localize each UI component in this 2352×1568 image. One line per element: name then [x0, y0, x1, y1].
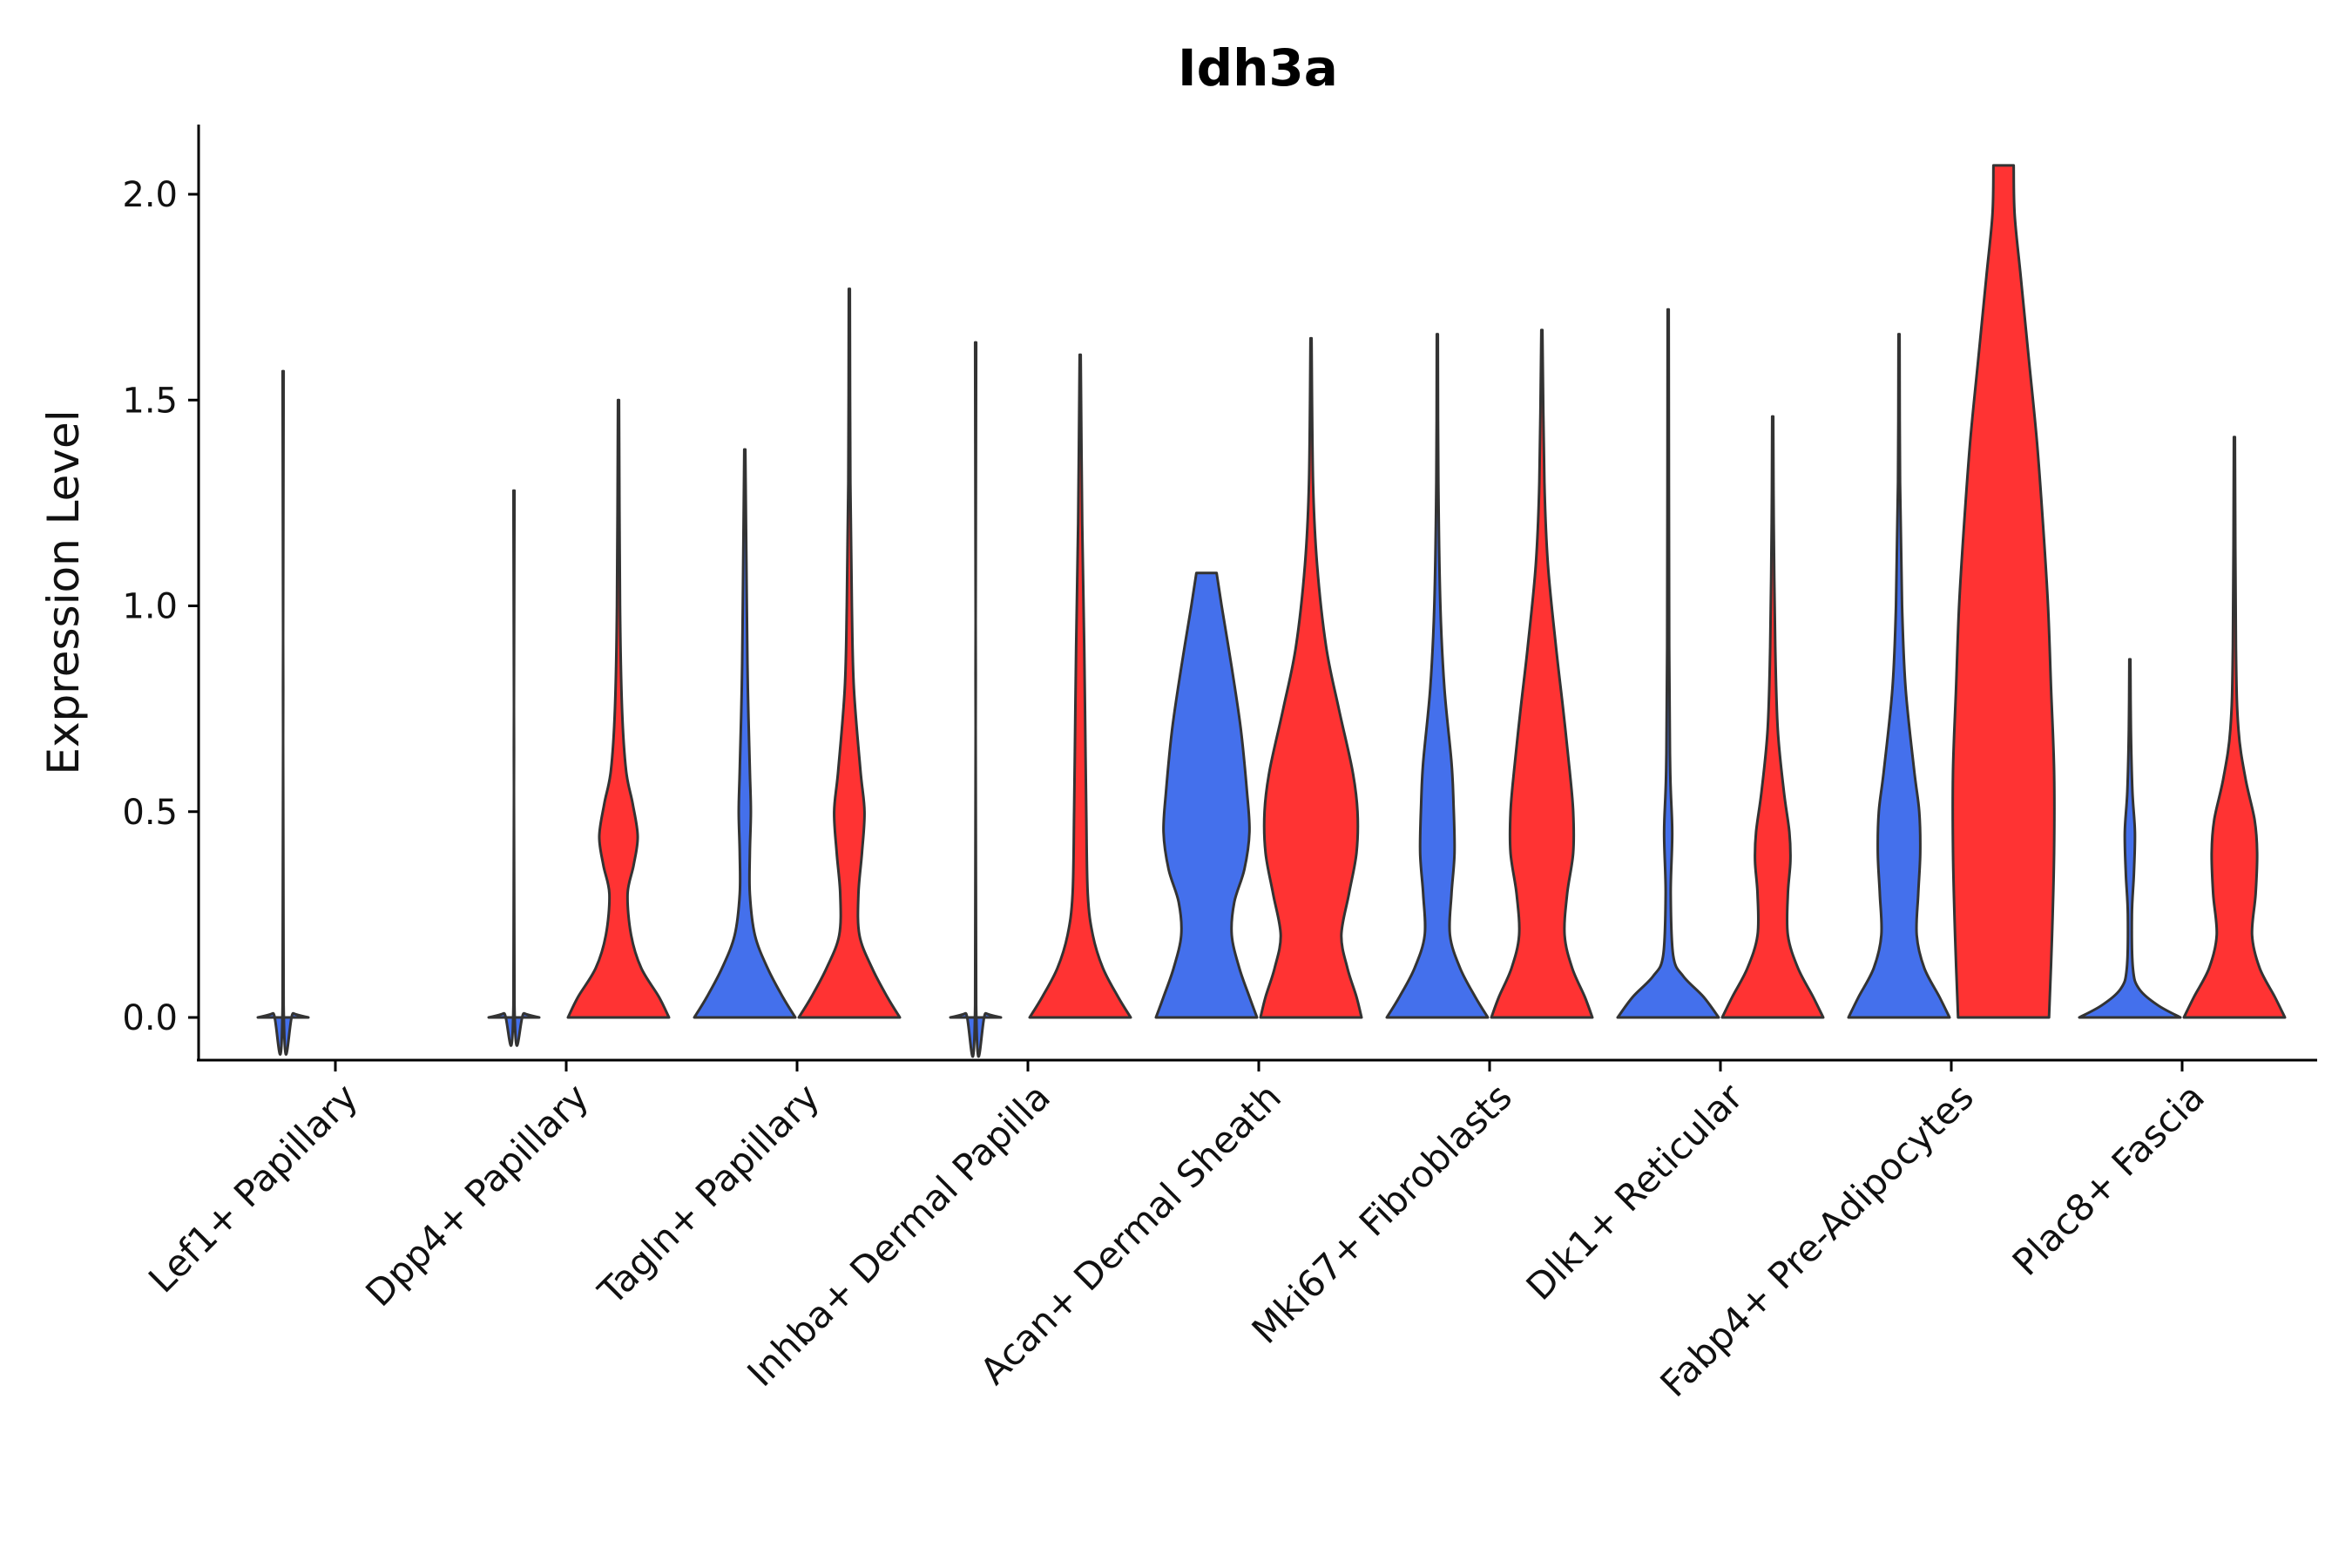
violin-blue	[949, 341, 1003, 1058]
violin-red	[1259, 336, 1363, 1019]
violin-blue	[1154, 571, 1259, 1019]
x-tick-label: Tagln+ Papillary	[590, 1075, 828, 1313]
violin-blue	[256, 369, 310, 1056]
chart-title: Idh3a	[1178, 38, 1338, 98]
y-tick-label: 1.0	[122, 587, 178, 627]
violin-red	[1028, 353, 1132, 1019]
violin-red	[1720, 415, 1825, 1019]
y-axis-title: Expression Level	[38, 409, 89, 774]
violin-blue	[1616, 308, 1720, 1019]
x-tick-label: Mki67+ Fibroblasts	[1244, 1075, 1520, 1351]
violin-blue	[693, 448, 797, 1019]
violin-layer	[256, 164, 2287, 1058]
y-tick-label: 1.5	[122, 381, 178, 421]
x-tick-label: Plac8+ Fascia	[2004, 1075, 2213, 1283]
y-tick-label: 0.0	[122, 998, 178, 1038]
violin-red	[2182, 436, 2287, 1019]
violin-blue	[2078, 658, 2182, 1019]
x-tick-label: Dlk1+ Reticular	[1518, 1075, 1752, 1308]
violin-red	[797, 287, 902, 1019]
axes	[197, 125, 2317, 1062]
violin-blue	[487, 489, 541, 1047]
x-tick-label: Lef1+ Papillary	[140, 1075, 366, 1301]
violin-red	[1490, 328, 1594, 1019]
violin-red	[566, 398, 671, 1019]
x-tick-label: Dpp4+ Papillary	[357, 1075, 597, 1315]
violin-blue	[1385, 333, 1490, 1019]
y-tick-label: 0.5	[122, 793, 178, 833]
violin-blue	[1847, 333, 1951, 1019]
y-tick-label: 2.0	[122, 175, 178, 215]
y-ticks: 0.0 0.5 1.0 1.5 2.0	[122, 175, 199, 1038]
violin-red	[1951, 164, 2056, 1019]
